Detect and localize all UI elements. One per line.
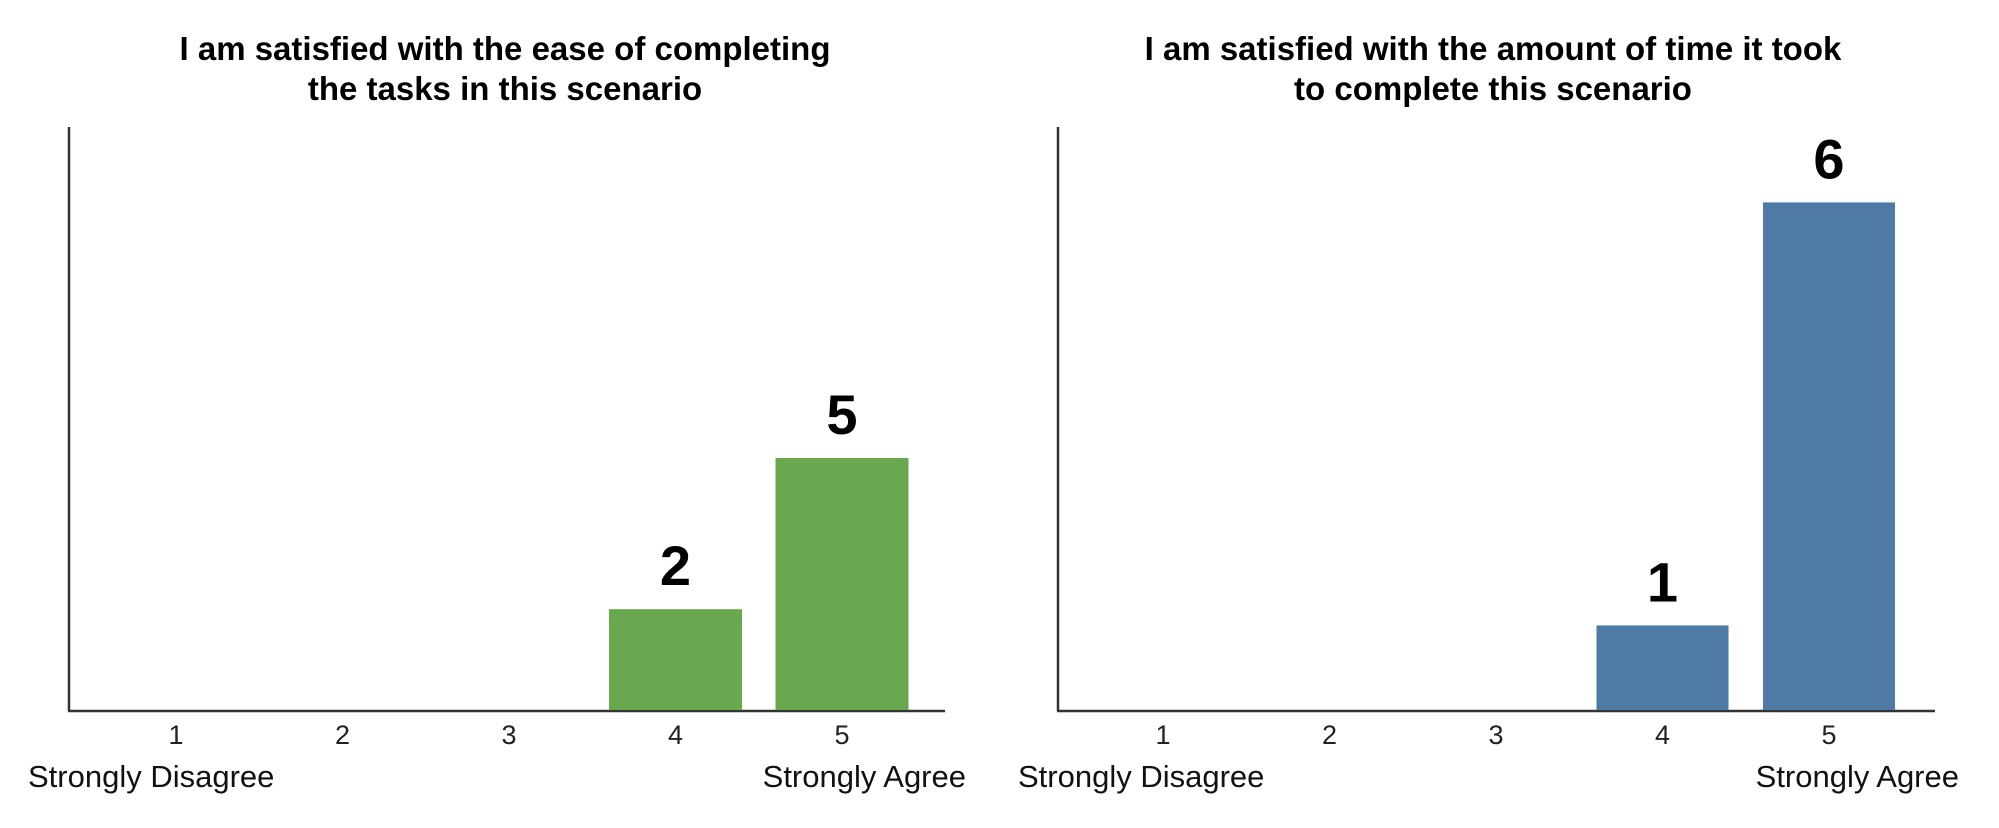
x-tick-label: 5 <box>1821 720 1836 750</box>
x-tick-label: 2 <box>1322 720 1337 750</box>
high-end-label: Strongly Agree <box>1756 759 1959 794</box>
chart-title-line-2: to complete this scenario <box>1294 70 1692 107</box>
bar-group <box>1596 202 1895 710</box>
x-tick-group: 1 2 3 4 5 <box>1155 720 1836 750</box>
bar-value-label: 2 <box>660 534 691 597</box>
x-tick-label: 1 <box>1155 720 1170 750</box>
low-end-label: Strongly Disagree <box>28 759 274 794</box>
x-tick-label: 5 <box>834 720 849 750</box>
bar <box>1763 202 1895 710</box>
chart-ease: I am satisfied with the ease of completi… <box>28 30 966 794</box>
bar <box>609 609 742 710</box>
chart-title-line-1: I am satisfied with the amount of time i… <box>1145 30 1842 67</box>
x-tick-label: 3 <box>501 720 516 750</box>
x-tick-label: 4 <box>1655 720 1670 750</box>
chart-title-line-1: I am satisfied with the ease of completi… <box>180 30 831 67</box>
chart-title-line-2: the tasks in this scenario <box>308 70 702 107</box>
data-label-group: 25 <box>660 383 858 597</box>
bar-value-label: 1 <box>1647 550 1678 613</box>
bar-value-label: 6 <box>1813 127 1844 190</box>
bar-group <box>609 458 909 710</box>
x-tick-group: 1 2 3 4 5 <box>168 720 849 750</box>
bar <box>1596 625 1729 710</box>
x-tick-label: 3 <box>1488 720 1503 750</box>
bar-value-label: 5 <box>826 383 857 446</box>
high-end-label: Strongly Agree <box>763 759 966 794</box>
x-tick-label: 1 <box>168 720 183 750</box>
bar <box>775 458 909 710</box>
chart-time: I am satisfied with the amount of time i… <box>1018 30 1959 794</box>
x-tick-label: 2 <box>335 720 350 750</box>
x-tick-label: 4 <box>668 720 683 750</box>
low-end-label: Strongly Disagree <box>1018 759 1264 794</box>
data-label-group: 16 <box>1647 127 1845 613</box>
